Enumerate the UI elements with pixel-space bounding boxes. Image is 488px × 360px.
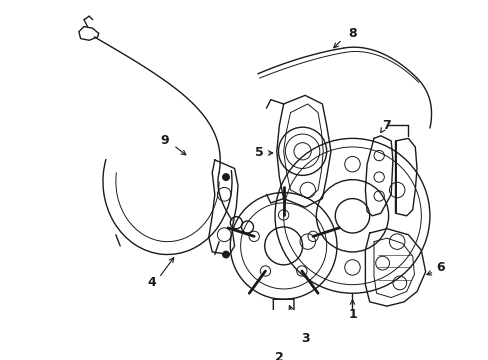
FancyArrowPatch shape bbox=[349, 300, 354, 306]
Text: 1: 1 bbox=[347, 308, 356, 321]
FancyArrowPatch shape bbox=[160, 258, 173, 275]
FancyArrowPatch shape bbox=[268, 151, 272, 155]
Text: 9: 9 bbox=[160, 134, 169, 147]
FancyArrowPatch shape bbox=[333, 41, 340, 48]
Text: 4: 4 bbox=[147, 276, 156, 289]
FancyArrowPatch shape bbox=[426, 271, 431, 275]
FancyArrowPatch shape bbox=[288, 306, 301, 336]
Text: 3: 3 bbox=[300, 332, 309, 345]
Circle shape bbox=[222, 251, 229, 258]
Text: 6: 6 bbox=[435, 261, 444, 274]
Text: 5: 5 bbox=[255, 147, 264, 159]
Circle shape bbox=[222, 174, 229, 180]
Text: 2: 2 bbox=[274, 351, 283, 360]
Text: 7: 7 bbox=[382, 119, 390, 132]
FancyArrowPatch shape bbox=[175, 147, 185, 155]
Text: 8: 8 bbox=[347, 27, 356, 40]
FancyArrowPatch shape bbox=[380, 127, 384, 132]
FancyArrowPatch shape bbox=[281, 346, 285, 353]
